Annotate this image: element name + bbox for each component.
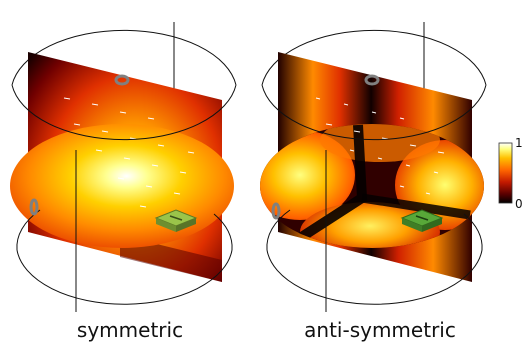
top-ring-icon (364, 74, 380, 86)
field-arrows (315, 97, 445, 195)
antenna-block (400, 209, 444, 232)
symmetric-label: symmetric (76, 318, 184, 342)
anti-symmetric-panel (260, 22, 487, 312)
side-ring-icon (271, 202, 281, 220)
anti-symmetric-label: anti-symmetric (304, 318, 456, 342)
colorbar-gradient (498, 142, 513, 204)
antenna-block (154, 209, 198, 232)
colorbar-max-label: 1 (515, 136, 523, 150)
top-ring-icon (114, 74, 130, 86)
side-ring-icon (29, 198, 39, 216)
cylinder-top-front-edge (261, 84, 487, 141)
colorbar (498, 142, 513, 204)
cylinder-bottom-front-edge (266, 249, 483, 305)
vertical-plane-lower-shade (120, 235, 222, 282)
cylinder-bottom-front-edge (16, 249, 233, 305)
colorbar-min-label: 0 (515, 197, 523, 211)
symmetric-panel (10, 22, 237, 312)
cylinder-top-front-edge (11, 84, 237, 141)
field-arrows (63, 97, 195, 215)
